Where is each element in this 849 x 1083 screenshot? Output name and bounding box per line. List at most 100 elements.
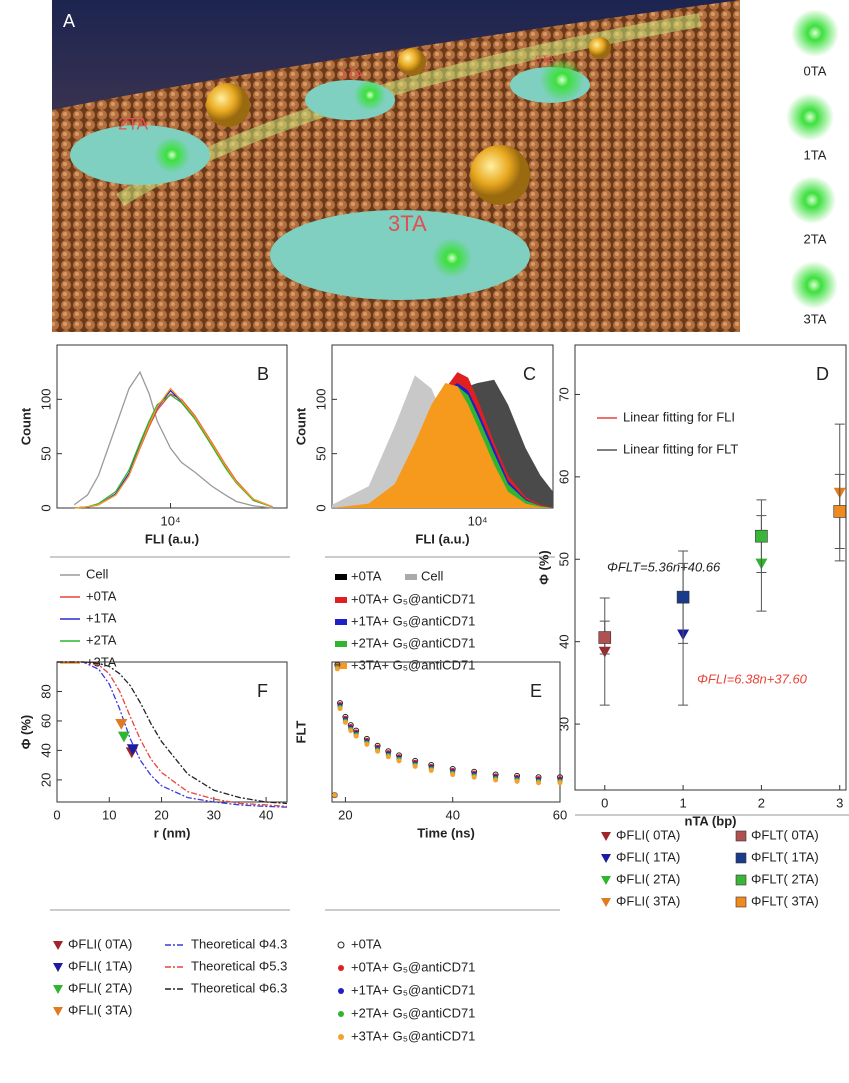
x-tick-label: 2 <box>758 795 765 810</box>
marker <box>338 965 344 971</box>
marker <box>338 1034 344 1040</box>
legend-label: ΦFLT( 3TA) <box>751 893 819 908</box>
legend-swatch <box>405 574 417 580</box>
legend-swatch <box>335 641 347 647</box>
x-tick-label: 10⁴ <box>468 513 488 528</box>
y-tick-label: 100 <box>38 388 53 410</box>
legend-dividers <box>50 556 849 911</box>
x-tick-label: 20 <box>338 807 352 822</box>
legend-swatch <box>335 619 347 625</box>
legend-label: Linear fitting for FLI <box>623 409 735 424</box>
marker <box>396 758 402 764</box>
marker <box>337 706 343 712</box>
side-label: 3TA <box>804 311 827 326</box>
x-tick-label: 30 <box>207 807 221 822</box>
y-tick-label: 40 <box>38 743 53 757</box>
y-tick-label: 100 <box>313 388 328 410</box>
marker <box>53 985 63 994</box>
legend-label: +0TA <box>351 936 382 951</box>
marker <box>601 876 611 885</box>
marker <box>53 963 63 972</box>
legend-swatch <box>335 663 347 669</box>
legend-label: ΦFLI( 2TA) <box>68 980 132 995</box>
marker <box>833 505 847 518</box>
y-tick-label: 50 <box>38 446 53 460</box>
legend-swatch <box>335 597 347 603</box>
x-tick-label: 40 <box>445 807 459 822</box>
marker <box>735 830 747 842</box>
marker <box>385 754 391 760</box>
line <box>74 387 273 509</box>
marker <box>536 780 542 786</box>
x-axis-label: FLI (a.u.) <box>145 531 199 546</box>
y-tick-label: 40 <box>556 634 571 648</box>
marker <box>735 852 747 864</box>
y-tick-label: 60 <box>556 470 571 484</box>
marker <box>342 719 348 725</box>
legend-label: ΦFLI( 3TA) <box>68 1002 132 1017</box>
marker <box>375 748 381 754</box>
legend-label: +1TA+ G₅@antiCD71 <box>351 613 475 628</box>
x-tick-label: 0 <box>601 795 608 810</box>
y-tick-label: 50 <box>313 446 328 460</box>
marker <box>428 767 434 773</box>
illustration-label: 3TA <box>388 211 427 236</box>
y-tick-label: 20 <box>38 773 53 787</box>
x-tick-label: 3 <box>836 795 843 810</box>
panel-label: A <box>63 11 75 31</box>
marker <box>338 988 344 994</box>
area <box>332 383 553 508</box>
legend-label: +2TA <box>86 632 117 647</box>
side-legend: 0TA 1TA 2TA 3TA <box>786 9 839 326</box>
marker <box>53 941 63 950</box>
x-axis-label: Time (ns) <box>417 825 475 840</box>
legend-label: ΦFLI( 2TA) <box>616 871 680 886</box>
y-axis-label: Count <box>18 407 33 445</box>
y-tick-label: 80 <box>38 684 53 698</box>
marker <box>735 874 747 886</box>
legend-label: ΦFLI( 1TA) <box>68 958 132 973</box>
x-tick-label: 10 <box>102 807 116 822</box>
illustration-label: 1TA <box>340 66 363 81</box>
chart-panel: 0 1 2 3 30 40 50 60 70 nTA (bp) Φ (%) D ΦFLT=5.36n+4… <box>536 344 847 908</box>
illustration-label: 2TA <box>118 114 149 133</box>
marker <box>676 590 690 604</box>
line <box>73 370 273 509</box>
legend-label: +3TA+ G₅@antiCD71 <box>351 1028 475 1043</box>
marker <box>53 1007 63 1016</box>
x-tick-label: 1 <box>679 795 686 810</box>
legend-label: Theoretical Φ6.3 <box>191 980 287 995</box>
x-axis-label: r (nm) <box>154 825 191 840</box>
panel-label: C <box>523 364 536 384</box>
legend-label: ΦFLI( 3TA) <box>616 893 680 908</box>
marker <box>332 792 338 798</box>
x-tick-label: 10⁴ <box>161 513 181 528</box>
legend-label: +1TA <box>86 610 117 625</box>
line <box>57 661 288 808</box>
y-axis-label: Φ (%) <box>536 550 551 585</box>
marker <box>450 772 456 778</box>
y-tick-label: 0 <box>38 504 53 511</box>
legend-label: Cell <box>86 566 109 581</box>
side-label: 0TA <box>804 63 827 78</box>
illustration-label: 0TA <box>535 54 555 66</box>
line <box>57 661 288 808</box>
marker <box>735 896 747 908</box>
marker <box>601 832 611 841</box>
marker <box>493 777 499 783</box>
marker <box>514 778 520 784</box>
legend-label: +0TA <box>86 588 117 603</box>
marker <box>557 780 563 786</box>
marker <box>471 774 477 780</box>
legend-label: +0TA+ G₅@antiCD71 <box>351 591 475 606</box>
line <box>74 394 273 509</box>
legend-label: ΦFLT( 2TA) <box>751 871 819 886</box>
panel-label: D <box>816 364 829 384</box>
legend-label: +1TA+ G₅@antiCD71 <box>351 982 475 997</box>
legend-label: +2TA+ G₅@antiCD71 <box>351 1005 475 1020</box>
legend-label: +0TA <box>351 568 382 583</box>
marker <box>115 718 128 730</box>
marker <box>337 941 345 949</box>
legend-swatch <box>335 574 347 580</box>
